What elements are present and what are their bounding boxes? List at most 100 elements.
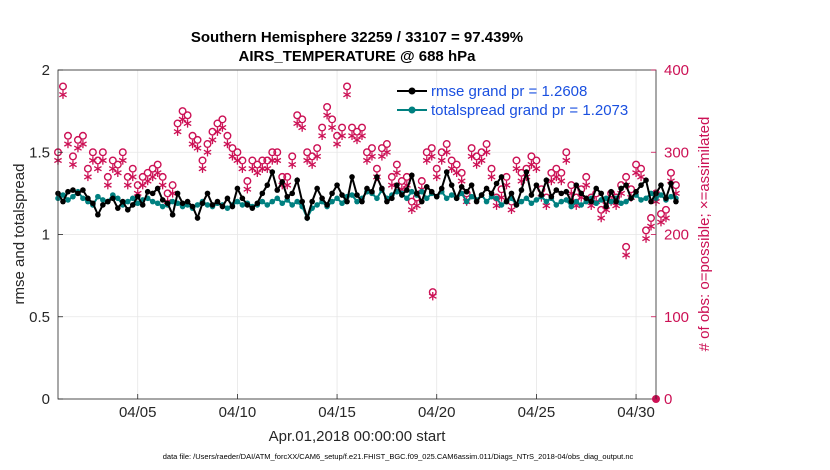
obs-possible-point <box>338 123 347 132</box>
totalspread-point <box>234 198 241 205</box>
obs-assimilated-point <box>103 180 112 190</box>
totalspread-point <box>274 195 281 202</box>
rmse-point <box>538 192 545 198</box>
totalspread-point <box>623 198 629 205</box>
obs-possible-point <box>228 144 237 153</box>
totalspread-point <box>239 202 246 208</box>
rmse-point <box>513 202 520 208</box>
rmse-point <box>633 188 639 195</box>
rmse-point <box>558 190 565 197</box>
y2-tick-label: 400 <box>664 62 689 79</box>
obs-possible-point <box>477 148 486 157</box>
rmse-point <box>414 190 420 197</box>
obs-assimilated-point <box>228 152 237 161</box>
legend-rmse-label: rmse grand pr = 1.2608 <box>431 83 587 100</box>
rmse-point <box>433 193 440 200</box>
obs-assimilated-point <box>363 156 371 165</box>
obs-possible-point <box>273 148 282 157</box>
obs-assimilated-point <box>358 131 366 140</box>
obs-assimilated-point <box>353 135 361 145</box>
obs-assimilated-point <box>193 143 202 153</box>
totalspread-point <box>115 195 121 202</box>
totalspread-point <box>533 197 540 203</box>
obs-assimilated-point <box>213 127 222 136</box>
obs-assimilated-point <box>333 139 342 149</box>
rmse-point <box>110 195 116 202</box>
obs-assimilated-point <box>98 156 107 165</box>
y-axis-label: rmse and totalspread <box>11 164 28 305</box>
obs-assimilated-point <box>377 152 386 161</box>
rmse-point <box>194 215 201 221</box>
totalspread-point <box>374 195 380 202</box>
rmse-point <box>239 195 246 202</box>
obs-possible-point <box>118 148 127 157</box>
chart-title: Southern Hemisphere 32259 / 33107 = 97.4… <box>191 29 523 46</box>
rmse-point <box>648 198 654 205</box>
obs-assimilated-point <box>233 156 242 165</box>
obs-assimilated-point <box>452 168 461 178</box>
obs-assimilated-point <box>108 164 117 173</box>
rmse-point <box>219 203 226 210</box>
obs-assimilated-point <box>422 156 431 165</box>
rmse-point <box>583 195 590 202</box>
obs-possible-point <box>422 148 431 157</box>
obs-possible-point <box>318 123 327 132</box>
obs-assimilated-point <box>218 123 227 132</box>
totalspread-point <box>95 193 101 200</box>
rmse-point <box>184 198 191 205</box>
rmse-point <box>229 203 236 210</box>
obs-possible-point <box>238 156 247 165</box>
totalspread-point <box>618 200 624 207</box>
x-tick-label: 04/30 <box>617 404 655 421</box>
totalspread-point <box>154 200 161 207</box>
obs-possible-point <box>427 144 436 153</box>
rmse-point <box>428 188 435 195</box>
obs-assimilated-point <box>427 152 436 161</box>
obs-possible-point <box>343 82 352 91</box>
totalspread-point <box>269 198 276 205</box>
rmse-point <box>274 187 281 193</box>
rmse-point <box>458 183 465 190</box>
rmse-point <box>443 169 450 175</box>
rmse-point <box>533 182 540 188</box>
obs-count-series <box>54 82 680 403</box>
rmse-point <box>319 195 325 202</box>
rmse-point <box>174 190 181 197</box>
rmse-point <box>623 182 629 188</box>
rmse-point <box>404 187 410 193</box>
y-tick-label: 1 <box>42 227 50 244</box>
totalspread-point <box>643 195 649 202</box>
rmse-point <box>568 198 575 205</box>
rmse-point <box>264 182 271 188</box>
rmse-point <box>409 172 415 179</box>
rmse-point <box>129 202 136 208</box>
totalspread-point <box>124 198 131 205</box>
rmse-point <box>598 190 604 197</box>
rmse-point <box>418 198 425 205</box>
obs-possible-point <box>243 177 252 186</box>
obs-assimilated-point <box>477 156 486 165</box>
obs-assimilated-point <box>273 156 282 165</box>
totalspread-point <box>578 202 585 208</box>
rmse-point <box>508 190 515 197</box>
obs-assimilated-point <box>442 148 451 157</box>
rmse-point <box>384 198 390 205</box>
obs-assimilated-point <box>83 172 92 182</box>
totalspread-point <box>638 197 644 203</box>
obs-possible-point <box>407 197 416 206</box>
rmse-point <box>179 200 186 207</box>
obs-possible-point <box>183 111 192 120</box>
rmse-point <box>498 174 505 180</box>
totalspread-point <box>573 198 580 205</box>
obs-assimilated-point <box>582 180 591 190</box>
x-tick-label: 04/10 <box>219 404 257 421</box>
obs-possible-point <box>258 156 267 165</box>
obs-assimilated-point <box>447 164 456 173</box>
totalspread-point <box>518 198 525 205</box>
rmse-point <box>85 195 91 202</box>
obs-possible-point <box>512 156 521 165</box>
rmse-point <box>453 195 460 202</box>
obs-possible-point <box>437 148 446 157</box>
obs-possible-point <box>397 177 406 186</box>
obs-assimilated-point <box>303 156 312 165</box>
